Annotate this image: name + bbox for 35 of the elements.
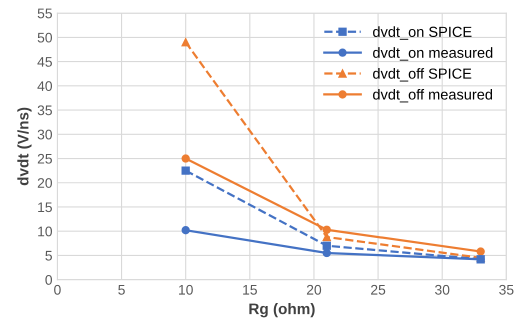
y-tick-label: 40 [37,81,52,92]
x-tick-label: 20 [306,284,322,295]
legend-label: dvdt_on measured [373,47,492,61]
y-tick-label: 15 [38,202,52,212]
point [476,247,485,256]
point [322,242,331,250]
x-tick-label: 35 [499,284,514,295]
y-tick-label: 50 [38,32,52,43]
legend-label: dvdt_off measured [373,88,492,102]
y-tick-label: 30 [38,130,52,140]
x-tick-label: 25 [371,284,386,295]
point [322,232,331,242]
legend-label: dvdt_on SPICE [373,26,472,40]
y-tick-label: 45 [37,57,52,67]
y-tick-label: 25 [38,154,52,164]
y-axis-title: dvdt (V/ns) [17,108,32,186]
point [182,166,190,175]
legend-label: dvdt_off SPICE [373,68,472,82]
y-tick-label: 10 [38,226,52,236]
point [182,38,190,46]
x-tick-label: 0 [54,284,61,295]
point [322,248,331,258]
point [322,226,331,234]
y-tick-label: 20 [38,178,52,188]
point [182,154,190,163]
x-tick-label: 5 [118,285,125,295]
x-tick-label: 15 [243,285,257,295]
y-tick-label: 5 [45,250,52,261]
point [182,226,190,234]
y-tick-label: 35 [38,105,52,116]
x-tick-label: 30 [435,284,450,295]
y-tick-label: 55 [38,8,52,18]
x-axis-title: Rg (ohm) [249,303,315,318]
x-tick-label: 10 [179,284,193,295]
y-tick-label: 0 [45,274,52,285]
